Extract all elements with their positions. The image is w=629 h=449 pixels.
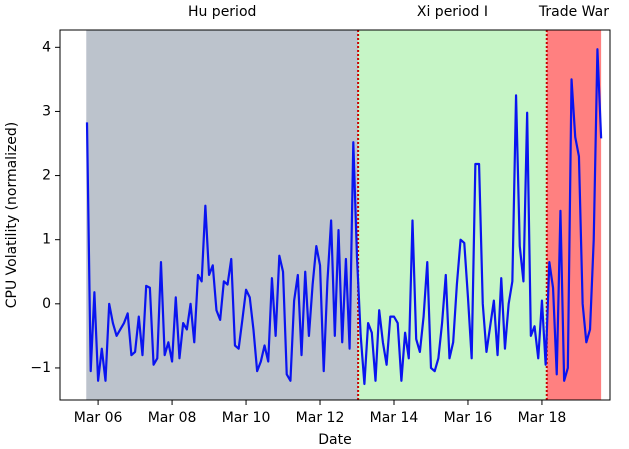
x-tick-label: Mar 14 [370, 410, 419, 426]
region-label: Trade War [538, 4, 609, 20]
region [86, 30, 359, 400]
y-tick-label: 0 [42, 296, 51, 312]
y-tick-label: −1 [30, 360, 51, 376]
y-axis-label: CPU Volatility (normalized) [4, 122, 20, 309]
x-axis-label: Date [318, 432, 351, 448]
region-label: Xi period I [417, 4, 488, 20]
x-tick-label: Mar 16 [444, 410, 493, 426]
line [85, 48, 603, 386]
x-tick-label: Mar 10 [222, 410, 271, 426]
x-tick-label: Mar 06 [74, 410, 123, 426]
x-tick-label: Mar 18 [518, 410, 567, 426]
y-tick-label: 2 [42, 168, 51, 184]
region-label: Hu period [188, 4, 256, 20]
y-tick-label: 3 [42, 103, 51, 119]
y-tick-label: 4 [42, 39, 51, 55]
x-tick-label: Mar 08 [148, 410, 197, 426]
x-tick-label: Mar 12 [296, 410, 345, 426]
plot-frame [59, 29, 611, 401]
y-tick-label: 1 [42, 232, 51, 248]
